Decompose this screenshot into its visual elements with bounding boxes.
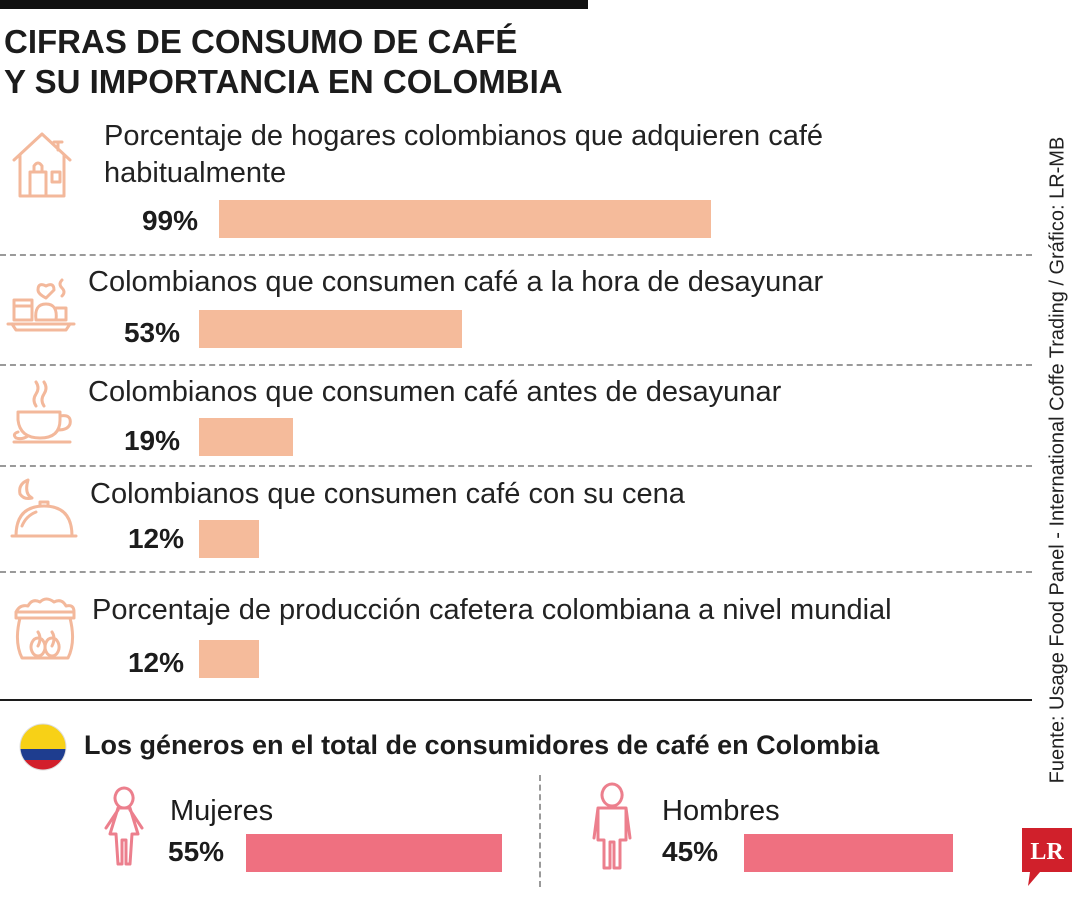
row-icon [8,476,80,555]
gender-value-label: 45% [662,836,719,867]
bar [219,200,711,238]
title-line-1: CIFRAS DE CONSUMO DE CAFÉ [4,23,518,60]
row-divider [0,254,1032,256]
value-label: 12% [127,523,184,554]
category-label: Colombianos que consumen café con su cen… [90,476,685,513]
gender-label: Mujeres [170,795,274,827]
category-label-line: Colombianos que consumen café a la hora … [88,266,824,298]
category-label-line: habitualmente [104,157,287,189]
house-icon [12,132,72,198]
category-label: Colombianos que consumen café a la hora … [88,264,823,301]
source-note: Fuente: Usage Food Panel - International… [1046,136,1069,784]
gender-icon [96,772,154,889]
breakfast-tray-icon [6,278,76,332]
colombia-flag-icon [19,723,67,771]
category-label-line: Colombianos que consumen café con su cen… [90,478,685,510]
woman-icon [104,786,144,866]
bar [199,418,293,456]
category-label-line: Porcentaje de hogares colombianos que ad… [104,120,824,152]
coffee-cup-icon [12,380,72,444]
row-divider [0,571,1032,573]
bar [199,520,259,558]
row-icon [8,588,80,667]
row-icon [8,372,80,451]
gender-icon [582,770,640,887]
coffee-sack-icon [14,597,76,660]
bar [199,640,259,678]
value-label: 12% [127,647,184,678]
category-label: Colombianos que consumen café antes de d… [88,374,781,411]
gender-bar [246,834,502,872]
gender-bar [744,834,953,872]
gender-value-label: 55% [168,836,225,867]
gender-chart-title: Los géneros en el total de consumidores … [84,730,880,760]
category-label-line: Porcentaje de producción cafetera colomb… [92,594,892,626]
row-divider [0,364,1032,366]
bar [199,310,462,348]
gender-label: Hombres [662,795,780,827]
category-label-line: Colombianos que consumen café antes de d… [88,376,782,408]
row-icon [8,128,80,207]
title-line-2: Y SU IMPORTANCIA EN COLOMBIA [4,63,563,100]
category-label: Porcentaje de producción cafetera colomb… [92,592,892,629]
row-divider [0,465,1032,467]
man-icon [592,782,632,870]
value-label: 53% [123,317,180,348]
value-label: 99% [141,205,198,236]
cloche-moon-icon [10,478,78,538]
gender-separator [539,775,541,887]
category-label: Porcentaje de hogares colombianos que ad… [104,118,823,192]
section-divider [0,699,1032,701]
svg-text:LR: LR [1030,839,1064,865]
row-icon [4,264,76,343]
lr-logo: LR [1022,828,1072,886]
page-title: CIFRAS DE CONSUMO DE CAFÉ Y SU IMPORTANC… [4,22,563,102]
top-rule [0,0,588,9]
value-label: 19% [123,425,180,456]
